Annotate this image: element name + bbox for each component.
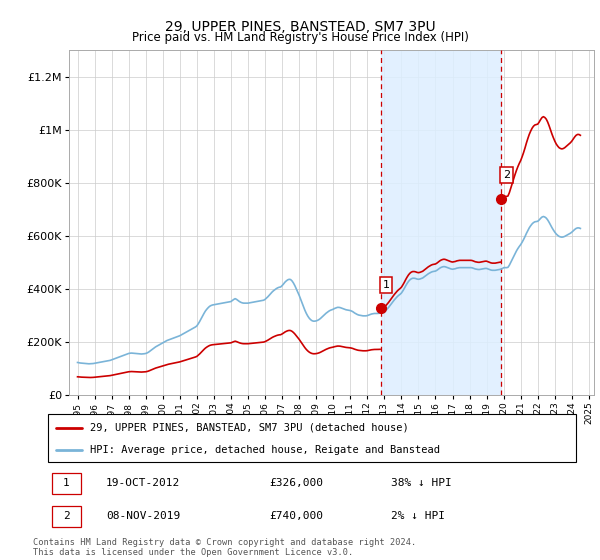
Text: 1: 1 — [383, 280, 389, 290]
Text: 2: 2 — [63, 511, 70, 521]
Text: HPI: Average price, detached house, Reigate and Banstead: HPI: Average price, detached house, Reig… — [90, 445, 440, 455]
Text: 38% ↓ HPI: 38% ↓ HPI — [391, 478, 452, 488]
Bar — [381, 50, 501, 395]
Text: 29, UPPER PINES, BANSTEAD, SM7 3PU: 29, UPPER PINES, BANSTEAD, SM7 3PU — [164, 20, 436, 34]
Text: 1: 1 — [63, 478, 70, 488]
Text: 08-NOV-2019: 08-NOV-2019 — [106, 511, 181, 521]
Text: £740,000: £740,000 — [270, 511, 324, 521]
Text: 29, UPPER PINES, BANSTEAD, SM7 3PU (detached house): 29, UPPER PINES, BANSTEAD, SM7 3PU (deta… — [90, 423, 409, 433]
Text: 19-OCT-2012: 19-OCT-2012 — [106, 478, 181, 488]
Text: Price paid vs. HM Land Registry's House Price Index (HPI): Price paid vs. HM Land Registry's House … — [131, 31, 469, 44]
Text: 2% ↓ HPI: 2% ↓ HPI — [391, 511, 445, 521]
Text: 2: 2 — [503, 170, 510, 180]
FancyBboxPatch shape — [52, 506, 81, 527]
Text: Contains HM Land Registry data © Crown copyright and database right 2024.
This d: Contains HM Land Registry data © Crown c… — [33, 538, 416, 557]
FancyBboxPatch shape — [52, 473, 81, 494]
FancyBboxPatch shape — [48, 414, 576, 462]
Text: £326,000: £326,000 — [270, 478, 324, 488]
